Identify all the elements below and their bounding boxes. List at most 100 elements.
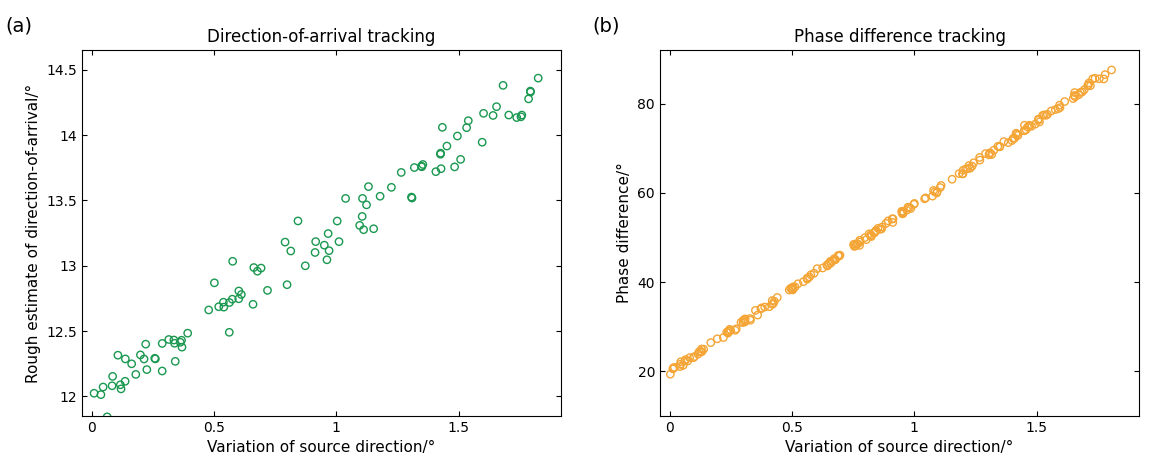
Point <box>855 234 874 241</box>
Point <box>232 291 251 298</box>
Point <box>320 247 339 254</box>
Point <box>1015 121 1033 129</box>
Point <box>988 143 1007 150</box>
Point <box>200 306 218 314</box>
Point <box>798 274 816 282</box>
Point <box>209 303 228 311</box>
Point <box>690 348 709 355</box>
Point <box>318 256 336 263</box>
Point <box>357 201 376 209</box>
Point <box>1066 93 1084 101</box>
Point <box>844 241 862 248</box>
Point <box>146 355 164 362</box>
Point <box>494 82 512 89</box>
Point <box>798 275 816 283</box>
Point <box>276 238 295 246</box>
Point <box>1008 131 1027 138</box>
Point <box>763 297 781 304</box>
Point <box>413 162 431 170</box>
Point <box>784 283 802 291</box>
Point <box>901 204 919 211</box>
Point <box>1020 122 1038 129</box>
Point <box>252 264 271 272</box>
Point <box>676 356 695 363</box>
Point <box>136 340 155 348</box>
Point <box>664 364 682 371</box>
Point <box>847 240 866 248</box>
Point <box>529 75 548 82</box>
Point <box>721 327 740 334</box>
Point <box>282 247 301 255</box>
Point <box>675 357 694 365</box>
Point <box>862 233 881 240</box>
Point <box>1029 116 1047 124</box>
Point <box>445 163 464 171</box>
Point <box>138 366 156 373</box>
Point <box>178 329 197 337</box>
Point <box>784 285 802 292</box>
Point <box>865 229 883 236</box>
Point <box>371 193 390 200</box>
Point <box>821 258 839 265</box>
Point <box>849 240 867 248</box>
Point <box>1038 110 1057 118</box>
Point <box>719 329 738 337</box>
Point <box>1090 75 1109 83</box>
X-axis label: Variation of source direction/°: Variation of source direction/° <box>785 440 1014 455</box>
Title: Phase difference tracking: Phase difference tracking <box>794 28 1006 46</box>
Point <box>818 262 837 270</box>
Point <box>825 255 844 262</box>
Point <box>794 278 813 286</box>
Point <box>734 316 753 324</box>
Point <box>1080 79 1098 87</box>
Point <box>825 256 844 263</box>
Point <box>1055 98 1074 105</box>
Point <box>851 236 869 244</box>
Point <box>876 219 895 227</box>
Point <box>383 184 401 191</box>
Point <box>1079 82 1097 90</box>
Point <box>1051 104 1069 111</box>
Point <box>1042 107 1060 115</box>
Point <box>405 164 423 171</box>
Point <box>829 252 847 259</box>
Point <box>1007 129 1025 137</box>
Point <box>734 319 753 326</box>
Point <box>153 367 171 375</box>
Point <box>857 236 875 244</box>
Point <box>1022 122 1040 130</box>
Title: Direction-of-arrival tracking: Direction-of-arrival tracking <box>207 28 436 46</box>
Point <box>521 87 540 95</box>
Point <box>866 228 884 236</box>
Point <box>780 286 799 294</box>
Point <box>845 243 864 250</box>
Point <box>679 357 697 365</box>
Point <box>963 162 981 170</box>
Point <box>364 225 383 233</box>
Point <box>458 124 476 131</box>
Point <box>894 209 912 216</box>
Point <box>223 258 242 265</box>
Point <box>230 287 249 295</box>
Point <box>214 298 232 306</box>
Point <box>756 303 775 311</box>
Point <box>111 381 129 388</box>
Point <box>171 338 190 346</box>
Point <box>763 301 781 308</box>
Point <box>873 223 891 231</box>
Point <box>353 213 371 220</box>
Point <box>845 240 864 248</box>
Point <box>664 365 682 372</box>
Point <box>1064 95 1082 102</box>
Point <box>258 287 276 294</box>
Point <box>768 294 786 301</box>
Point <box>961 164 979 172</box>
Point <box>805 270 823 277</box>
Point <box>355 226 373 234</box>
Point <box>1015 127 1033 135</box>
Point <box>336 194 355 202</box>
Point <box>823 257 842 265</box>
Point <box>846 242 865 250</box>
Point <box>783 286 801 293</box>
Point <box>735 318 754 326</box>
